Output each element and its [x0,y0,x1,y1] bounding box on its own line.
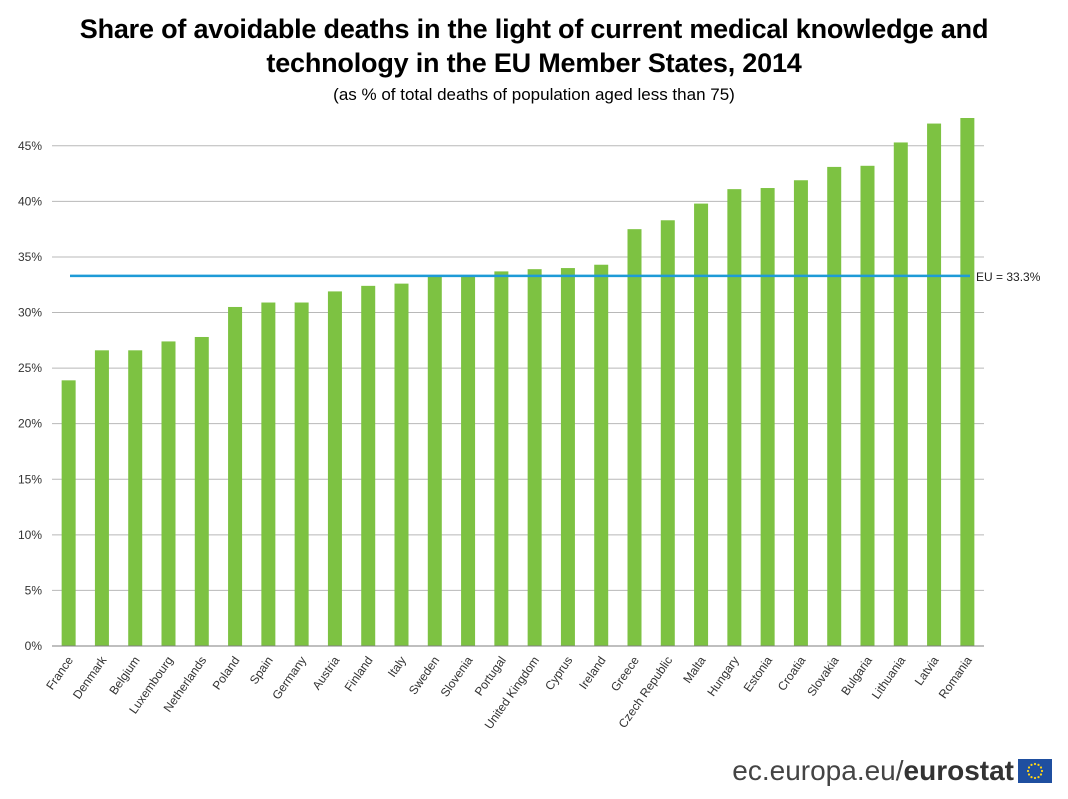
y-tick-label: 35% [18,250,42,264]
bar-belgium [128,350,143,646]
y-axis-tick-labels: 0% 5% 10% 15% 20% 25% 30% 35% 40% 45% [18,139,42,653]
y-tick-label: 20% [18,417,42,431]
y-tick-label: 45% [18,139,42,153]
bars [61,118,975,647]
x-tick-label: Greece [608,653,642,694]
chart-title-line-1: Share of avoidable deaths in the light o… [79,14,989,44]
y-tick-label: 30% [18,306,42,320]
bar-denmark [94,350,109,646]
x-tick-label: Lithuania [869,653,909,701]
x-axis-tick-labels: FranceDenmarkBelgiumLuxembourgNetherland… [43,653,975,732]
bar-finland [361,285,376,646]
bar-france [61,380,76,646]
x-tick-label: Estonia [741,653,776,694]
x-tick-label: Denmark [70,653,110,702]
chart-subtitle: (as % of total deaths of population aged… [333,85,735,104]
x-tick-label: Slovenia [438,653,476,699]
bar-hungary [727,189,742,646]
x-tick-label: Ireland [576,654,609,692]
bar-sweden [427,276,442,646]
x-tick-label: France [43,653,76,692]
x-tick-label: Italy [385,654,409,680]
eu-flag-icon [1018,759,1052,783]
chart-title-line-2: technology in the EU Member States, 2014 [266,48,802,78]
bar-croatia [793,180,808,647]
x-tick-label: Latvia [912,653,942,688]
x-tick-label: Malta [680,653,708,685]
bar-bulgaria [860,165,875,646]
y-tick-label: 5% [25,583,43,597]
bar-lithuania [893,142,908,646]
eu-average-reference: EU = 33.3% [70,270,1041,284]
bar-austria [327,291,342,646]
bar-luxembourg [161,341,176,646]
x-tick-label: Germany [269,654,309,702]
x-tick-label: Hungary [704,654,741,699]
x-tick-label: Poland [210,654,243,693]
eu-average-label: EU = 33.3% [976,270,1041,284]
y-tick-label: 0% [25,639,43,653]
y-tick-label: 15% [18,472,42,486]
bar-greece [627,229,642,646]
footer-brand: eurostat [903,755,1014,786]
bar-poland [228,306,243,646]
x-tick-label: Croatia [775,653,809,693]
x-tick-label: Austria [309,653,342,692]
x-tick-label: Slovakia [804,653,842,698]
bar-spain [261,302,276,646]
y-tick-label: 40% [18,194,42,208]
bar-slovenia [461,275,476,646]
bar-romania [960,118,975,646]
bar-cyprus [560,268,575,646]
x-tick-label: Sweden [406,654,442,698]
bar-italy [394,283,409,646]
bar-ireland [594,264,609,646]
bar-czech-republic [660,220,675,646]
bar-estonia [760,188,775,646]
x-tick-label: Romania [936,653,975,701]
x-tick-label: Finland [342,654,376,694]
bar-slovakia [827,166,842,646]
x-tick-label: Cyprus [542,654,575,693]
bar-latvia [927,123,942,647]
y-tick-label: 25% [18,361,42,375]
bar-germany [294,302,309,646]
x-tick-label: Belgium [106,654,142,698]
chart-title: Share of avoidable deaths in the light o… [0,12,1068,80]
eurostat-footer: ec.europa.eu/ eurostat [732,755,1052,787]
x-tick-label: Spain [247,654,276,687]
bar-portugal [494,271,509,646]
y-tick-label: 10% [18,528,42,542]
footer-url: ec.europa.eu/ [732,755,904,786]
bar-netherlands [194,336,209,646]
bar-united-kingdom [527,269,542,646]
bar-malta [694,203,709,646]
gridlines [52,145,984,591]
